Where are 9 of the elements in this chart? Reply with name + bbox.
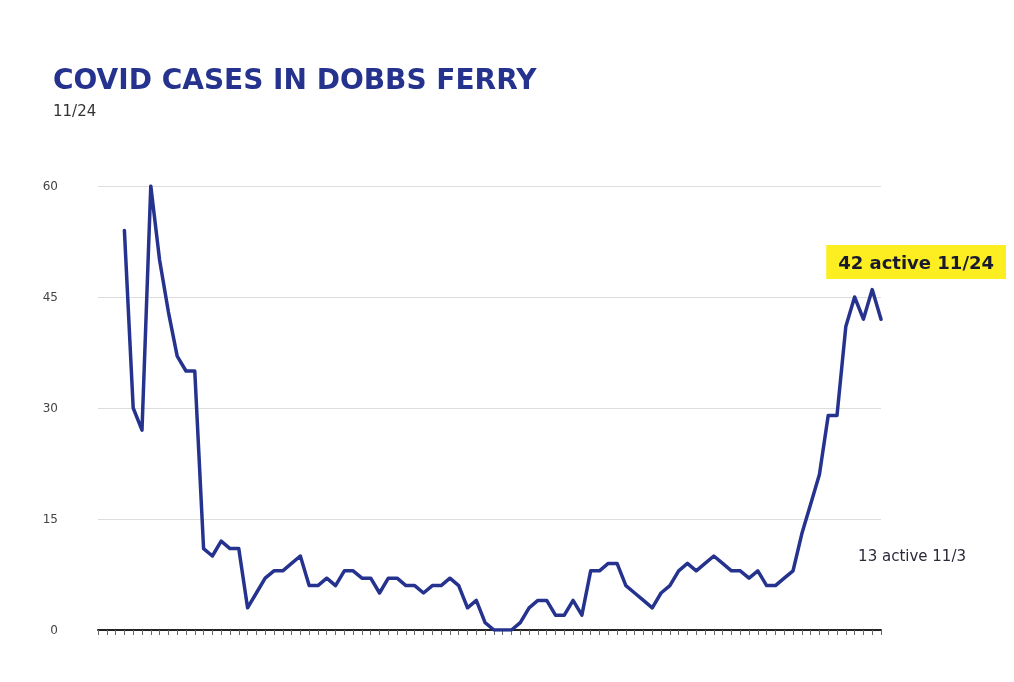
y-tick-label: 45	[42, 290, 58, 304]
chart-subtitle: 11/24	[53, 101, 97, 120]
y-tick-label: 15	[42, 512, 58, 526]
y-tick-label: 30	[42, 401, 58, 415]
y-tick-label: 0	[50, 623, 58, 637]
chart-title: COVID CASES IN DOBBS FERRY	[53, 62, 538, 96]
annotation: 42 active 11/24	[838, 251, 995, 273]
y-tick-label: 60	[42, 179, 58, 193]
annotation: 13 active 11/3	[858, 546, 967, 565]
